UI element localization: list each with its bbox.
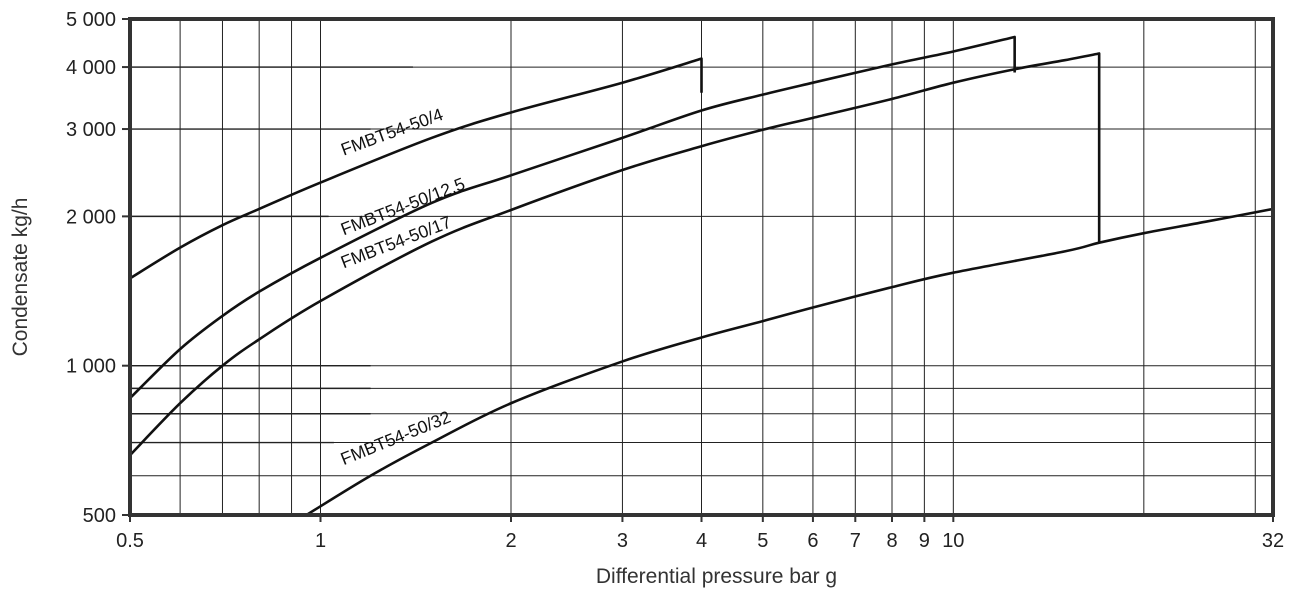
y-axis-ticks: 500 1 000 2 000 3 000 4 000 5 000 [66, 9, 130, 527]
x-tick-label: 1 [315, 530, 326, 552]
x-tick-label: 8 [886, 530, 897, 552]
short-reference-lines [130, 66, 413, 444]
x-tick-label: 5 [757, 530, 768, 552]
y-tick-label: 3 000 [66, 119, 116, 141]
y-tick-label: 4 000 [66, 57, 116, 79]
series-label-1: FMBT54-50/4 [338, 104, 446, 159]
x-tick-label: 10 [942, 530, 964, 552]
series-line-3 [129, 52, 1101, 457]
x-tick-label: 4 [696, 530, 707, 552]
x-axis-ticks: 0.5 1 2 3 4 5 6 7 8 9 10 32 [116, 515, 1284, 552]
y-tick-label: 5 000 [66, 9, 116, 31]
x-tick-label: 0.5 [116, 530, 144, 552]
y-tick-label: 2 000 [66, 206, 116, 228]
x-tick-label: 3 [617, 530, 628, 552]
x-axis-title: Differential pressure bar g [596, 565, 837, 588]
y-axis-title: Condensate kg/h [9, 198, 32, 357]
series-label-4: FMBT54-50/32 [338, 407, 454, 469]
gridlines [130, 19, 1273, 515]
y-tick-label: 500 [83, 505, 116, 527]
x-tick-label: 7 [850, 530, 861, 552]
x-tick-label: 9 [919, 530, 930, 552]
x-tick-label: 6 [807, 530, 818, 552]
x-tick-label: 2 [505, 530, 516, 552]
series-line-1 [129, 57, 703, 280]
series-line-4 [305, 207, 1274, 517]
y-tick-label: 1 000 [66, 356, 116, 378]
x-tick-label: 32 [1262, 530, 1284, 552]
series-curves [129, 35, 1274, 517]
series-line-2 [129, 35, 1016, 400]
